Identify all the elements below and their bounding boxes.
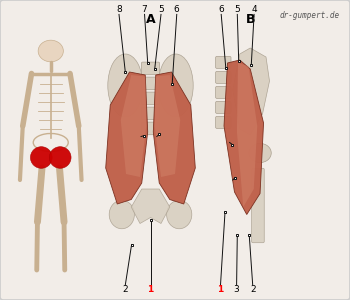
FancyBboxPatch shape	[141, 92, 160, 105]
FancyBboxPatch shape	[216, 101, 231, 113]
Text: 1: 1	[217, 285, 224, 294]
Text: 4: 4	[251, 5, 257, 14]
Text: 6: 6	[218, 5, 224, 14]
FancyBboxPatch shape	[141, 77, 160, 90]
Polygon shape	[224, 60, 264, 214]
Text: 3: 3	[234, 285, 239, 294]
Text: 7: 7	[142, 5, 147, 14]
FancyBboxPatch shape	[216, 56, 231, 68]
Text: 2: 2	[122, 285, 128, 294]
Circle shape	[38, 40, 63, 62]
Text: 6: 6	[174, 5, 180, 14]
Polygon shape	[131, 189, 170, 224]
Text: 8: 8	[116, 5, 122, 14]
Polygon shape	[106, 72, 148, 204]
Polygon shape	[237, 63, 257, 207]
Ellipse shape	[108, 54, 143, 117]
Ellipse shape	[109, 200, 134, 229]
Text: 5: 5	[158, 5, 164, 14]
Ellipse shape	[167, 200, 192, 229]
FancyBboxPatch shape	[252, 168, 264, 243]
Polygon shape	[233, 48, 270, 135]
FancyBboxPatch shape	[141, 62, 160, 75]
Ellipse shape	[158, 54, 193, 117]
Polygon shape	[155, 75, 180, 177]
Polygon shape	[121, 75, 146, 177]
Ellipse shape	[30, 147, 52, 168]
FancyBboxPatch shape	[141, 107, 160, 120]
Text: 1: 1	[147, 285, 154, 294]
Text: dr-gumpert.de: dr-gumpert.de	[279, 11, 340, 20]
Circle shape	[249, 143, 271, 163]
Text: 2: 2	[250, 285, 255, 294]
Ellipse shape	[49, 147, 71, 168]
FancyBboxPatch shape	[216, 71, 231, 83]
Text: A: A	[146, 13, 155, 26]
Text: B: B	[245, 13, 255, 26]
FancyBboxPatch shape	[141, 122, 160, 135]
Polygon shape	[153, 72, 195, 204]
FancyBboxPatch shape	[216, 86, 231, 98]
Text: 5: 5	[234, 5, 240, 14]
FancyBboxPatch shape	[216, 116, 231, 128]
